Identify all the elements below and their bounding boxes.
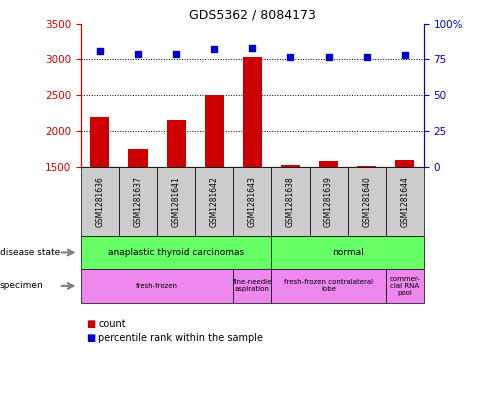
Text: normal: normal — [332, 248, 364, 257]
Text: GSM1281640: GSM1281640 — [362, 176, 371, 227]
Text: commer-
cial RNA
pool: commer- cial RNA pool — [390, 276, 420, 296]
Point — [210, 46, 218, 53]
Text: count: count — [98, 319, 125, 329]
Title: GDS5362 / 8084173: GDS5362 / 8084173 — [189, 8, 316, 21]
Text: GSM1281641: GSM1281641 — [172, 176, 181, 227]
Text: fresh-frozen: fresh-frozen — [136, 283, 178, 289]
Text: GSM1281639: GSM1281639 — [324, 176, 333, 227]
Text: ■: ■ — [86, 333, 95, 343]
Text: ■: ■ — [86, 319, 95, 329]
Point — [287, 53, 294, 60]
Text: GSM1281643: GSM1281643 — [248, 176, 257, 227]
Bar — [243, 57, 262, 167]
Text: GSM1281644: GSM1281644 — [400, 176, 409, 227]
Point — [172, 51, 180, 57]
Bar — [281, 165, 300, 167]
Text: anaplastic thyroid carcinomas: anaplastic thyroid carcinomas — [108, 248, 244, 257]
Bar — [128, 149, 147, 167]
Bar — [395, 160, 415, 167]
Bar — [319, 161, 338, 167]
Point — [325, 53, 333, 60]
Bar — [90, 117, 109, 167]
Point — [401, 52, 409, 58]
Text: GSM1281636: GSM1281636 — [96, 176, 104, 227]
Point — [248, 45, 256, 51]
Bar — [357, 166, 376, 167]
Text: GSM1281637: GSM1281637 — [133, 176, 143, 227]
Bar — [205, 95, 224, 167]
Text: specimen: specimen — [0, 281, 44, 290]
Point — [134, 51, 142, 57]
Text: GSM1281638: GSM1281638 — [286, 176, 295, 227]
Text: percentile rank within the sample: percentile rank within the sample — [98, 333, 263, 343]
Text: fresh-frozen contralateral
lobe: fresh-frozen contralateral lobe — [284, 279, 373, 292]
Bar — [167, 120, 186, 167]
Text: fine-needle
aspiration: fine-needle aspiration — [233, 279, 272, 292]
Text: GSM1281642: GSM1281642 — [210, 176, 219, 227]
Point — [96, 48, 104, 54]
Text: disease state: disease state — [0, 248, 60, 257]
Point — [363, 53, 370, 60]
